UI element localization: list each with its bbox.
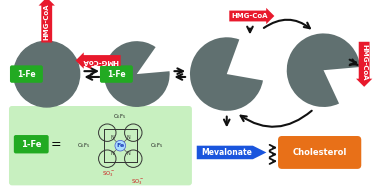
Wedge shape: [287, 33, 360, 107]
Text: C$_6$F$_5$: C$_6$F$_5$: [77, 141, 90, 150]
FancyBboxPatch shape: [14, 135, 49, 153]
Wedge shape: [190, 37, 263, 111]
Text: HMG-CoA: HMG-CoA: [44, 4, 50, 40]
FancyBboxPatch shape: [9, 106, 192, 185]
FancyBboxPatch shape: [10, 65, 43, 83]
Text: C$_6$F$_5$: C$_6$F$_5$: [113, 112, 127, 121]
Text: HMG-CoA: HMG-CoA: [361, 44, 367, 81]
Text: HMG-CoA: HMG-CoA: [82, 58, 118, 64]
Text: 1-Fe: 1-Fe: [17, 70, 36, 79]
Text: Cholesterol: Cholesterol: [293, 148, 347, 157]
Text: Mevalonate: Mevalonate: [201, 148, 252, 157]
Text: SO$_3^-$: SO$_3^-$: [102, 170, 115, 180]
Text: C$_6$F$_5$: C$_6$F$_5$: [150, 141, 164, 150]
Text: Fe: Fe: [116, 143, 124, 148]
Wedge shape: [104, 41, 170, 107]
Text: SO$_3^-$: SO$_3^-$: [131, 178, 144, 187]
Text: =: =: [51, 138, 62, 151]
Text: 1-Fe: 1-Fe: [21, 140, 42, 149]
FancyBboxPatch shape: [100, 65, 133, 83]
Circle shape: [14, 41, 80, 107]
FancyBboxPatch shape: [278, 136, 361, 169]
Text: HMG-CoA: HMG-CoA: [232, 13, 268, 19]
Text: N: N: [127, 151, 130, 156]
Circle shape: [115, 140, 125, 151]
Text: 1-Fe: 1-Fe: [107, 70, 126, 79]
Text: N: N: [110, 151, 114, 156]
Text: N: N: [110, 135, 114, 140]
Text: N: N: [127, 135, 130, 140]
FancyArrow shape: [197, 146, 266, 159]
